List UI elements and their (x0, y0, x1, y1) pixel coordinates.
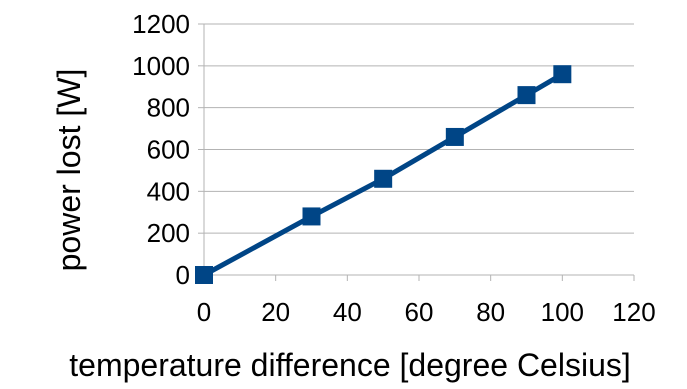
y-tick-label-200: 200 (147, 218, 190, 248)
x-tick-label-60: 60 (405, 297, 434, 327)
data-point-70 (445, 127, 464, 146)
data-point-0 (195, 266, 213, 284)
x-tick-label-100: 100 (541, 297, 584, 327)
x-tick-label-120: 120 (612, 297, 655, 327)
x-tick-label-80: 80 (476, 297, 505, 327)
y-tick-label-1200: 1200 (132, 9, 190, 39)
y-tick-label-1000: 1000 (132, 51, 190, 81)
x-tick-label-20: 20 (261, 297, 290, 327)
y-tick-label-600: 600 (147, 135, 190, 165)
y-tick-label-0: 0 (176, 260, 190, 290)
tick-labels: 0 200 400 600 800 1000 1200 0 20 40 60 80 100 120 (132, 9, 656, 327)
series (195, 65, 572, 284)
data-point-50 (374, 169, 393, 188)
axes (198, 23, 635, 281)
x-tick-label-40: 40 (333, 297, 362, 327)
data-point-100 (553, 65, 572, 84)
y-tick-label-800: 800 (147, 93, 190, 123)
y-axis-title: power lost [W] (51, 69, 87, 272)
x-axis-title: temperature difference [degree Celsius] (69, 347, 631, 383)
data-point-30 (302, 207, 321, 226)
data-point-90 (517, 86, 536, 105)
y-tick-label-400: 400 (147, 176, 190, 206)
x-tick-label-0: 0 (197, 297, 211, 327)
